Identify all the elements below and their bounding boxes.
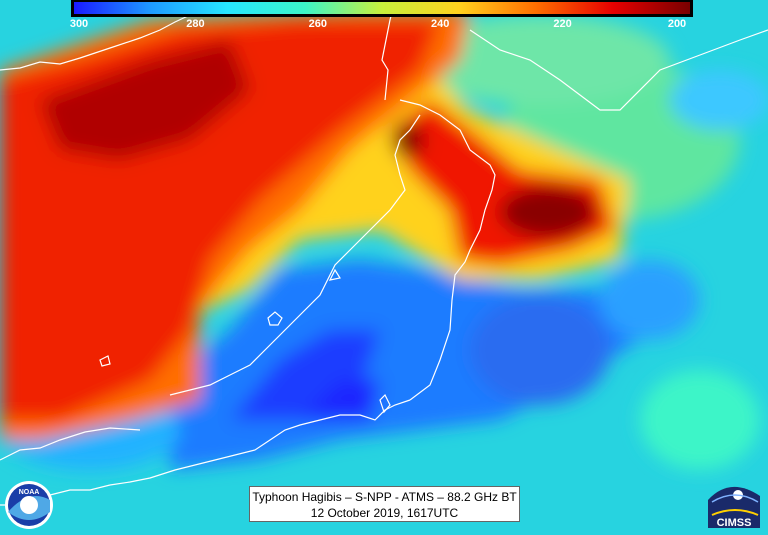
colorbar-gradient: [74, 2, 690, 14]
colorbar-tick-label: 240: [431, 18, 450, 30]
cimss-logo: CIMSS: [708, 486, 760, 529]
colorbar-tick-label: 220: [553, 18, 572, 30]
colorbar-tick-label: 300: [69, 18, 89, 30]
colorbar-tick-label: 280: [186, 18, 205, 30]
caption-title: Typhoon Hagibis – S-NPP - ATMS – 88.2 GH…: [252, 490, 517, 504]
colorbar: [71, 0, 693, 17]
coastlines: [0, 0, 768, 506]
cimss-logo-text: CIMSS: [717, 517, 752, 529]
noaa-logo: NOAA: [5, 481, 53, 529]
noaa-logo-text: NOAA: [19, 489, 40, 496]
colorbar-tick-label: 260: [308, 18, 327, 30]
caption-box: Typhoon Hagibis – S-NPP - ATMS – 88.2 GH…: [249, 486, 520, 522]
caption-date: 12 October 2019, 1617UTC: [310, 506, 459, 520]
colorbar-tick-label: 200: [667, 18, 687, 30]
